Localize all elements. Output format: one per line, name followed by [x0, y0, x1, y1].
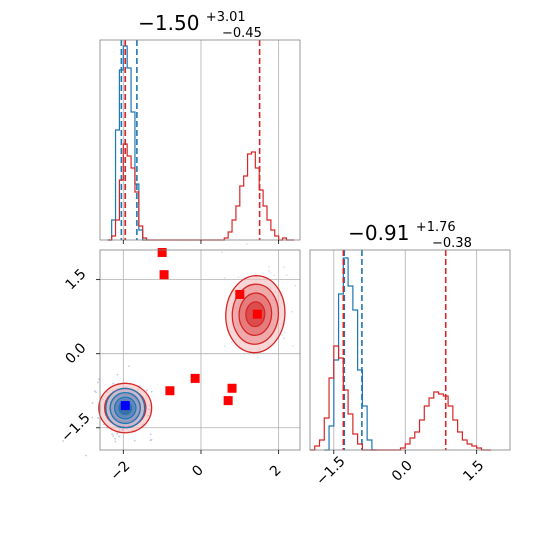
sample-point — [91, 401, 94, 404]
sample-point — [116, 432, 119, 435]
sample-point — [111, 433, 113, 436]
red-square-marker — [159, 270, 169, 280]
sample-point — [93, 390, 96, 392]
top-left-gridlines — [122, 40, 280, 240]
sample-point — [114, 437, 117, 440]
bottom-left-y-tick-label: −1.5 — [58, 410, 93, 445]
sample-point — [116, 373, 119, 376]
bottom-left-contours-and-markers — [62, 243, 320, 457]
bottom-left-scatter-panel: −2 0 2 −1.5 0.0 1.5 — [58, 243, 320, 484]
bottom-right-panel-frame — [309, 249, 511, 451]
bottom-right-tick-label: −1.5 — [313, 453, 348, 488]
sample-point — [294, 284, 297, 287]
bottom-right-hist-series-1 — [310, 345, 491, 451]
sample-point — [291, 310, 294, 313]
bottom-left-y-tick-label: 1.5 — [62, 266, 89, 293]
bottom-right-panel-title: −0.91 +1.76 −0.38 — [348, 212, 472, 251]
sample-point — [98, 378, 100, 381]
sample-point — [283, 337, 285, 340]
sample-point — [62, 440, 65, 442]
top-left-panel-background — [100, 40, 300, 240]
sample-point — [149, 433, 152, 436]
bottom-right-tick-label: 1.5 — [460, 458, 487, 485]
sample-point — [118, 435, 120, 438]
sample-point — [273, 274, 275, 277]
sample-point — [223, 277, 226, 279]
red-square-marker — [252, 309, 262, 319]
bottom-left-x-tick-label: 2 — [267, 462, 285, 480]
bottom-right-ticks: −1.5 0.0 1.5 — [313, 450, 487, 489]
sample-point — [95, 391, 97, 394]
top-left-histogram-panel: −1.50 +3.01 −0.45 — [99, 2, 301, 244]
sample-point — [282, 266, 285, 269]
sample-point — [230, 340, 233, 343]
red-square-marker — [165, 386, 175, 396]
sample-point — [285, 274, 288, 277]
sample-point — [220, 251, 223, 254]
sample-point — [292, 345, 294, 347]
top-left-title-sub: −0.45 — [222, 26, 262, 41]
sample-point — [97, 417, 99, 419]
bottom-left-x-tick-label: 0 — [189, 462, 207, 480]
bottom-right-title-value: −0.91 — [348, 221, 409, 245]
top-left-panel-frame — [99, 39, 301, 241]
sample-point — [268, 269, 271, 272]
sample-point — [261, 272, 264, 275]
bottom-right-histogram-panel: −1.5 0.0 1.5 −0.91 +1.76 −0.38 — [309, 212, 511, 489]
sample-point — [245, 243, 248, 246]
top-left-ticks — [122, 240, 280, 244]
sample-point — [85, 454, 87, 457]
sample-point — [256, 356, 259, 359]
sample-point — [237, 276, 240, 278]
top-left-histograms — [107, 40, 295, 241]
bottom-right-histograms — [310, 250, 491, 451]
sample-point — [114, 440, 117, 443]
sample-point — [112, 435, 115, 437]
top-left-title-sup: +3.01 — [206, 10, 246, 25]
red-square-marker — [190, 373, 200, 383]
bottom-left-panel-frame — [99, 249, 301, 451]
sample-point — [281, 333, 284, 336]
bottom-right-hist-series-0 — [324, 257, 377, 451]
bottom-right-title-sup: +1.76 — [416, 220, 456, 235]
bottom-right-tick-label: 0.0 — [389, 458, 416, 485]
sample-point — [150, 390, 153, 393]
red-square-marker — [157, 247, 167, 257]
sample-point — [133, 439, 136, 442]
sample-point — [145, 389, 148, 392]
red-square-marker — [223, 396, 233, 406]
sample-point — [150, 438, 153, 441]
sample-point — [223, 345, 226, 348]
sample-point — [91, 416, 94, 419]
sample-point — [128, 365, 131, 368]
top-left-title-value: −1.50 — [138, 11, 199, 35]
bottom-right-title-sub: −0.38 — [432, 236, 472, 251]
sample-point — [268, 265, 270, 268]
top-left-hist-series-1 — [107, 143, 295, 241]
blue-square-marker — [120, 401, 130, 411]
sample-point — [284, 331, 286, 334]
red-square-marker — [235, 289, 245, 299]
sample-point — [97, 381, 99, 384]
sample-point — [112, 382, 115, 385]
bottom-right-panel-background — [310, 250, 510, 450]
red-square-marker — [227, 383, 237, 393]
bottom-left-x-tick-label: −2 — [108, 458, 134, 484]
bottom-left-y-tick-label: 0.0 — [62, 340, 89, 367]
top-left-panel-title: −1.50 +3.01 −0.45 — [138, 2, 262, 41]
